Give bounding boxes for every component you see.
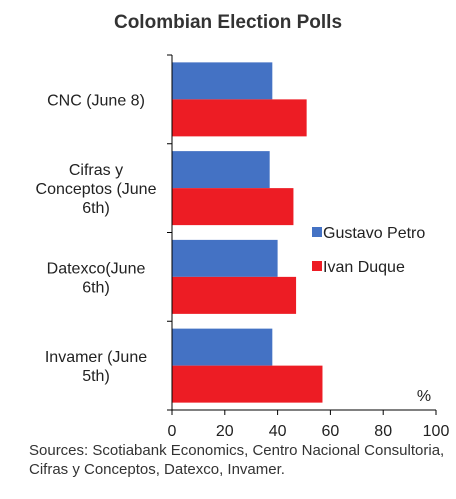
- bar-duque: [172, 99, 307, 137]
- unit-label: %: [417, 388, 431, 405]
- bar-petro: [172, 151, 270, 189]
- legend-swatch-duque: [312, 261, 322, 271]
- category-label: CNC (June 8): [47, 92, 145, 109]
- bar-petro: [172, 62, 273, 100]
- category-label: Invamer (June 5th): [45, 349, 147, 385]
- legend-label: Gustavo Petro: [323, 225, 425, 242]
- x-tick-label: 40: [269, 423, 287, 440]
- chart-plot: CNC (June 8) Cifras y Conceptos (June 6th) D…: [36, 54, 450, 440]
- legend-swatch-petro: [312, 227, 322, 237]
- bar-petro: [172, 328, 273, 366]
- bar-petro: [172, 239, 278, 277]
- x-tick-label: 0: [168, 423, 177, 440]
- category-label: Datexco(June 6th): [47, 260, 146, 296]
- chart-title: Colombian Election Polls: [113, 12, 343, 33]
- bar-duque: [172, 365, 323, 403]
- bar-duque: [172, 276, 297, 314]
- category-label: Cifras y Conceptos (June 6th): [36, 162, 157, 217]
- x-tick-label: 100: [423, 423, 450, 440]
- x-tick-label: 60: [322, 423, 340, 440]
- legend-label: Ivan Duque: [323, 259, 405, 276]
- x-tick-label: 80: [374, 423, 392, 440]
- x-tick-label: 20: [216, 423, 234, 440]
- sources-note: Sources: Scotiabank Economics, Centro Na…: [29, 442, 445, 478]
- bar-duque: [172, 188, 294, 226]
